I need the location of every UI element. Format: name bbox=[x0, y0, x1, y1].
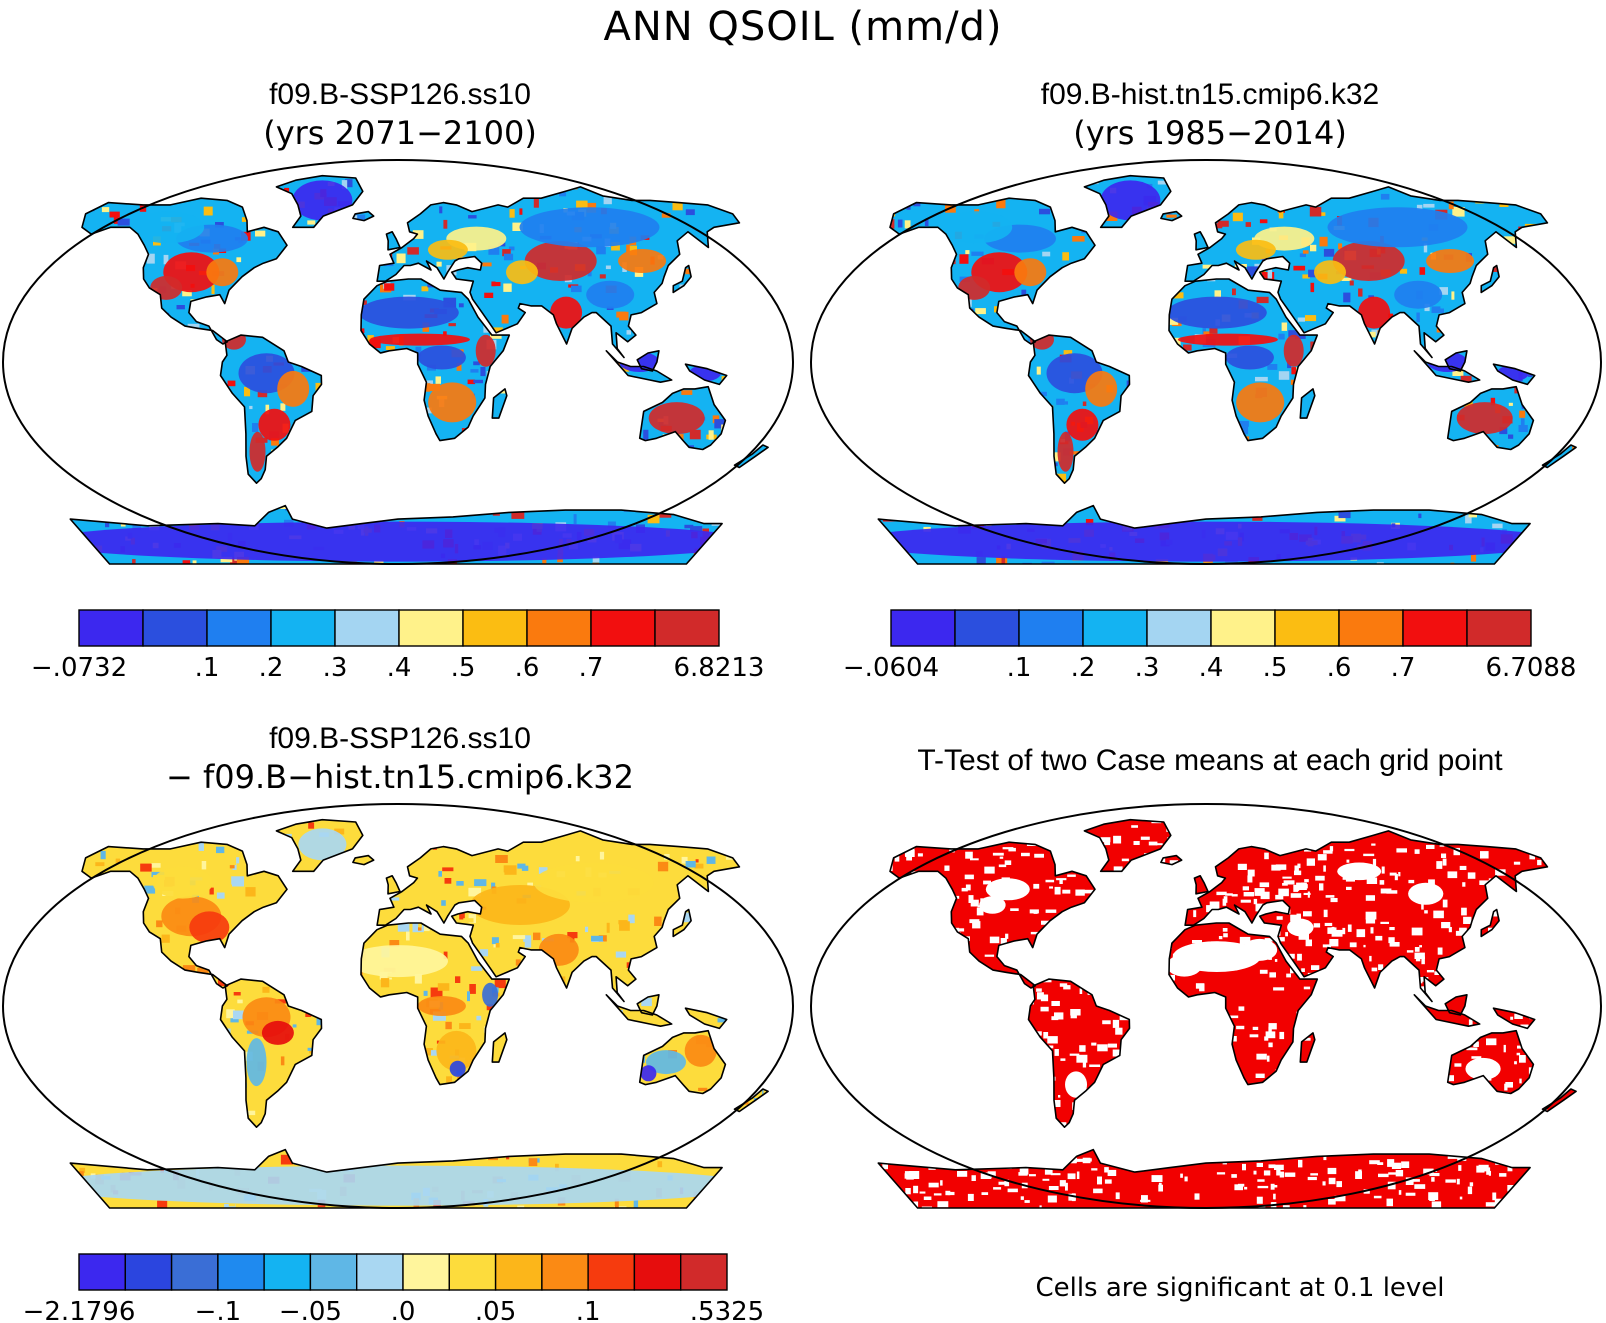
colorbar-swatch bbox=[462, 609, 528, 647]
colorbar-swatch bbox=[1274, 609, 1340, 647]
figure-title: ANN QSOIL (mm/d) bbox=[603, 4, 1003, 50]
colorbar-label: .5 bbox=[451, 653, 476, 683]
colorbar-label: .3 bbox=[323, 653, 348, 683]
panel-bottom-right-title: T-Test of two Case means at each grid po… bbox=[917, 744, 1503, 777]
colorbar-swatch bbox=[654, 609, 720, 647]
colorbar-label: .0 bbox=[391, 1297, 416, 1323]
colorbar-swatch bbox=[78, 609, 144, 647]
colorbar-swatch bbox=[78, 1253, 126, 1291]
colorbar-top-right: −.0604 .1 .2 .3 .4 .5 .6 .7 6.7088 bbox=[843, 609, 1577, 683]
colorbar-swatch bbox=[890, 609, 956, 647]
colorbar-swatch bbox=[680, 1253, 728, 1291]
map-top-left bbox=[2, 159, 794, 565]
panel-top-right-title: f09.B-hist.tn15.cmip6.k32 bbox=[1040, 78, 1380, 111]
colorbar-label: −.1 bbox=[195, 1297, 242, 1323]
colorbar-swatch bbox=[263, 1253, 312, 1291]
colorbar-label: .5 bbox=[1263, 653, 1288, 683]
colorbar-swatch bbox=[587, 1253, 636, 1291]
colorbar-top-left: −.0732 .1 .2 .3 .4 .5 .6 .7 6.8213 bbox=[31, 609, 765, 683]
colorbar-label: 6.8213 bbox=[674, 653, 765, 683]
panel-top-left-subtitle: (yrs 2071−2100) bbox=[263, 114, 537, 152]
colorbar-label: −.05 bbox=[279, 1297, 342, 1323]
panel-bottom-left-subtitle: − f09.B−hist.tn15.cmip6.k32 bbox=[166, 758, 634, 796]
colorbar-label: .6 bbox=[515, 653, 540, 683]
colorbar-swatch bbox=[1210, 609, 1276, 647]
colorbar-swatch bbox=[124, 1253, 173, 1291]
map-top-right bbox=[810, 159, 1602, 565]
colorbar-swatch bbox=[1466, 609, 1532, 647]
colorbar-label: .7 bbox=[1391, 653, 1416, 683]
colorbar-label: .4 bbox=[1199, 653, 1224, 683]
colorbar-bottom-left: −2.1796 −.1 −.05 .0 .05 .1 .5325 bbox=[23, 1253, 764, 1323]
colorbar-swatch bbox=[142, 609, 208, 647]
colorbar-label: −2.1796 bbox=[23, 1297, 136, 1323]
colorbar-swatch bbox=[494, 1253, 543, 1291]
map-bottom-left bbox=[2, 803, 794, 1209]
colorbar-swatch bbox=[1082, 609, 1148, 647]
colorbar-swatch bbox=[170, 1253, 219, 1291]
colorbar-swatch bbox=[309, 1253, 358, 1291]
colorbar-swatch bbox=[1018, 609, 1084, 647]
colorbar-label: .1 bbox=[576, 1297, 601, 1323]
colorbar-swatch bbox=[1402, 609, 1468, 647]
colorbar-swatch bbox=[398, 609, 464, 647]
colorbar-label: .2 bbox=[1071, 653, 1096, 683]
colorbar-label: .5325 bbox=[690, 1297, 764, 1323]
colorbar-label: .4 bbox=[387, 653, 412, 683]
colorbar-label: .2 bbox=[259, 653, 284, 683]
colorbar-label: .1 bbox=[1007, 653, 1032, 683]
map-bottom-right bbox=[810, 803, 1602, 1209]
colorbar-swatch bbox=[633, 1253, 682, 1291]
colorbar-swatch bbox=[1338, 609, 1404, 647]
colorbar-swatch bbox=[590, 609, 656, 647]
panel-top-right-subtitle: (yrs 1985−2014) bbox=[1073, 114, 1347, 152]
colorbar-swatch bbox=[448, 1253, 497, 1291]
colorbar-swatch bbox=[334, 609, 400, 647]
colorbar-swatch bbox=[541, 1253, 589, 1291]
colorbar-swatch bbox=[402, 1253, 450, 1291]
colorbar-swatch bbox=[217, 1253, 265, 1291]
panel-bottom-left-title: f09.B-SSP126.ss10 bbox=[269, 722, 531, 755]
significance-note: Cells are significant at 0.1 level bbox=[1035, 1273, 1445, 1303]
colorbar-label: .05 bbox=[475, 1297, 516, 1323]
colorbar-swatch bbox=[954, 609, 1020, 647]
colorbar-swatch bbox=[206, 609, 272, 647]
panel-top-left-title: f09.B-SSP126.ss10 bbox=[269, 78, 531, 111]
colorbar-label: .1 bbox=[195, 653, 220, 683]
colorbar-label: 6.7088 bbox=[1486, 653, 1577, 683]
colorbar-swatch bbox=[1146, 609, 1212, 647]
colorbar-swatch bbox=[356, 1253, 404, 1291]
colorbar-label: −.0732 bbox=[31, 653, 127, 683]
colorbar-swatch bbox=[526, 609, 592, 647]
colorbar-swatch bbox=[270, 609, 336, 647]
colorbar-label: .3 bbox=[1135, 653, 1160, 683]
colorbar-label: .7 bbox=[579, 653, 604, 683]
colorbar-label: .6 bbox=[1327, 653, 1352, 683]
colorbar-label: −.0604 bbox=[843, 653, 939, 683]
